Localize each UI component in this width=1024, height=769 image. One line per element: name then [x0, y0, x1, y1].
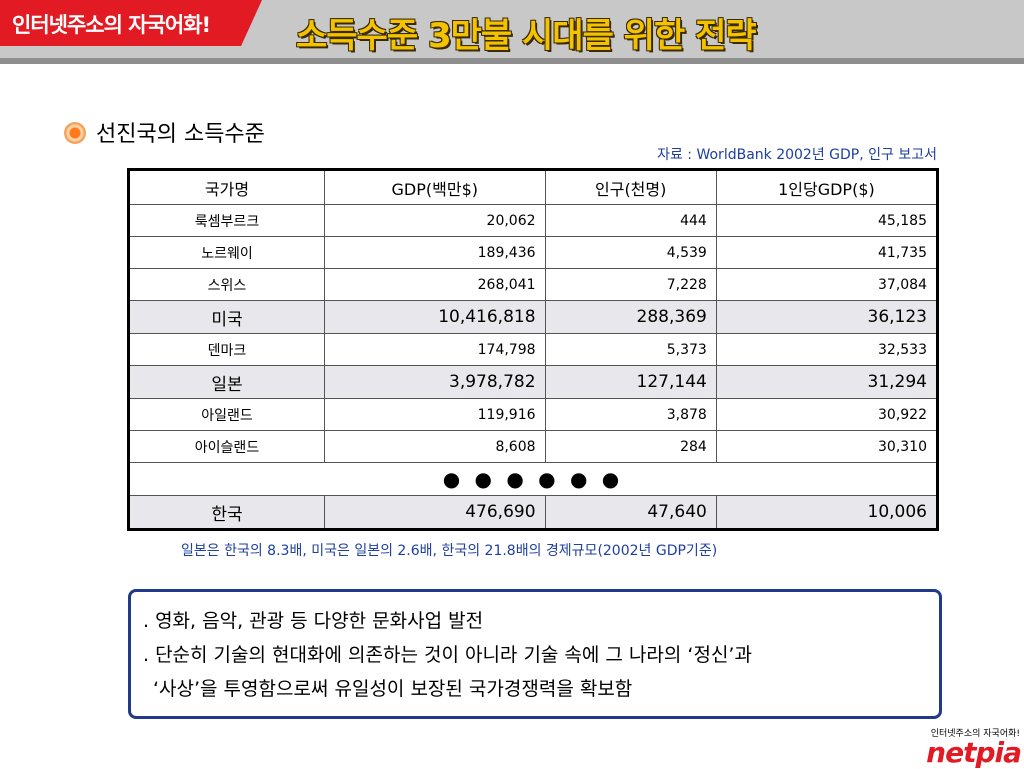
page-title: 소득수준 3만불 시대를 위한 전략: [296, 16, 757, 56]
gdp-per-capita-cell: 36,123: [715, 300, 939, 334]
gdp-cell: 10,416,818: [324, 300, 546, 334]
column-header-gdp: GDP(백만$): [324, 169, 546, 205]
population-cell: 5,373: [544, 333, 717, 366]
logo-tab: 인터넷주소의 자국어화!: [0, 0, 262, 46]
section-heading: 선진국의 소득수준: [96, 122, 265, 147]
gdp-per-capita-cell: 30,922: [715, 398, 939, 431]
bullet-icon: [64, 122, 86, 144]
gdp-per-capita-cell: 30,310: [715, 430, 939, 463]
gdp-cell: 189,436: [324, 236, 546, 269]
country-cell: 아이슬랜드: [128, 430, 325, 463]
header-divider: [0, 58, 1024, 64]
country-cell: 덴마크: [128, 333, 325, 366]
gdp-cell: 119,916: [324, 398, 546, 431]
strategy-line-3: ‘사상’을 투영함으로써 유일성이 보장된 국가경쟁력을 확보함: [153, 678, 633, 700]
population-cell: 288,369: [544, 300, 717, 334]
strategy-line-1: . 영화, 음악, 관광 등 다양한 문화사업 발전: [143, 610, 484, 632]
gdp-per-capita-cell: 37,084: [715, 268, 939, 301]
gdp-cell: 268,041: [324, 268, 546, 301]
gdp-cell: 476,690: [324, 495, 546, 530]
gdp-per-capita-cell: 32,533: [715, 333, 939, 366]
ellipsis-row: ● ● ● ● ● ●: [128, 462, 938, 496]
table-row-highlighted: 일본 3,978,782 127,144 31,294: [128, 365, 939, 399]
comparison-note: 일본은 한국의 8.3배, 미국은 일본의 2.6배, 한국의 21.8배의 경…: [181, 543, 718, 559]
gdp-cell: 174,798: [324, 333, 546, 366]
strategy-box: . 영화, 음악, 관광 등 다양한 문화사업 발전 . 단순히 기술의 현대화…: [128, 589, 942, 719]
gdp-cell: 3,978,782: [324, 365, 546, 399]
table-row: 스위스 268,041 7,228 37,084: [128, 268, 939, 301]
country-cell: 일본: [128, 365, 325, 399]
income-table: 국가명 GDP(백만$) 인구(천명) 1인당GDP($) 룩셈부르크 20,0…: [127, 168, 939, 531]
country-cell: 미국: [128, 300, 325, 334]
strategy-line-2: . 단순히 기술의 현대화에 의존하는 것이 아니라 기술 속에 그 나라의 ‘…: [143, 644, 752, 666]
column-header-country: 국가명: [128, 169, 325, 205]
gdp-cell: 20,062: [324, 204, 546, 237]
table-row: 노르웨이 189,436 4,539 41,735: [128, 236, 939, 269]
gdp-per-capita-cell: 41,735: [715, 236, 939, 269]
country-cell: 노르웨이: [128, 236, 325, 269]
table-row: 아일랜드 119,916 3,878 30,922: [128, 398, 939, 431]
table-row: 아이슬랜드 8,608 284 30,310: [128, 430, 939, 463]
table-row-korea: 한국 476,690 47,640 10,006: [128, 495, 939, 530]
country-cell: 룩셈부르크: [128, 204, 325, 237]
population-cell: 444: [544, 204, 717, 237]
gdp-per-capita-cell: 10,006: [715, 495, 939, 530]
netpia-logo: netpia: [926, 736, 1022, 769]
table-row: 룩셈부르크 20,062 444 45,185: [128, 204, 939, 237]
column-header-gdp-per-capita: 1인당GDP($): [715, 169, 939, 205]
population-cell: 47,640: [544, 495, 717, 530]
population-cell: 7,228: [544, 268, 717, 301]
country-cell: 한국: [128, 495, 325, 530]
logo-text: 인터넷주소의 자국어화!: [12, 13, 211, 37]
country-cell: 아일랜드: [128, 398, 325, 431]
table-row-highlighted: 미국 10,416,818 288,369 36,123: [128, 300, 939, 334]
country-cell: 스위스: [128, 268, 325, 301]
table-row: 덴마크 174,798 5,373 32,533: [128, 333, 939, 366]
population-cell: 127,144: [544, 365, 717, 399]
table-header-row: 국가명 GDP(백만$) 인구(천명) 1인당GDP($): [128, 169, 939, 205]
source-note: 자료 : WorldBank 2002년 GDP, 인구 보고서: [657, 147, 937, 163]
gdp-per-capita-cell: 31,294: [715, 365, 939, 399]
population-cell: 3,878: [544, 398, 717, 431]
gdp-cell: 8,608: [324, 430, 546, 463]
gdp-per-capita-cell: 45,185: [715, 204, 939, 237]
population-cell: 284: [544, 430, 717, 463]
footer-tagline: 인터넷주소의 자국어화!: [930, 729, 1020, 739]
population-cell: 4,539: [544, 236, 717, 269]
ellipsis-dots: ● ● ● ● ● ●: [128, 462, 938, 496]
column-header-population: 인구(천명): [544, 169, 717, 205]
